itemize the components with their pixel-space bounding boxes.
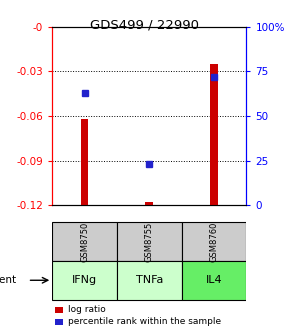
Text: TNFa: TNFa	[136, 275, 163, 285]
Bar	[52, 261, 117, 300]
Text: GSM8760: GSM8760	[210, 221, 219, 262]
Bar	[55, 319, 63, 325]
Bar	[55, 307, 63, 313]
Text: percentile rank within the sample: percentile rank within the sample	[68, 317, 222, 326]
Text: GSM8750: GSM8750	[80, 221, 89, 262]
Text: GSM8755: GSM8755	[145, 221, 154, 262]
Text: log ratio: log ratio	[68, 305, 106, 314]
Bar	[146, 202, 153, 205]
Text: GDS499 / 22990: GDS499 / 22990	[90, 18, 200, 32]
Bar	[210, 64, 218, 205]
Bar	[117, 222, 182, 261]
Text: IL4: IL4	[206, 275, 222, 285]
Text: IFNg: IFNg	[72, 275, 97, 285]
Bar	[81, 119, 88, 205]
Bar	[182, 222, 246, 261]
Bar	[182, 261, 246, 300]
Bar	[52, 222, 117, 261]
Text: agent: agent	[0, 275, 17, 285]
Bar	[117, 261, 182, 300]
